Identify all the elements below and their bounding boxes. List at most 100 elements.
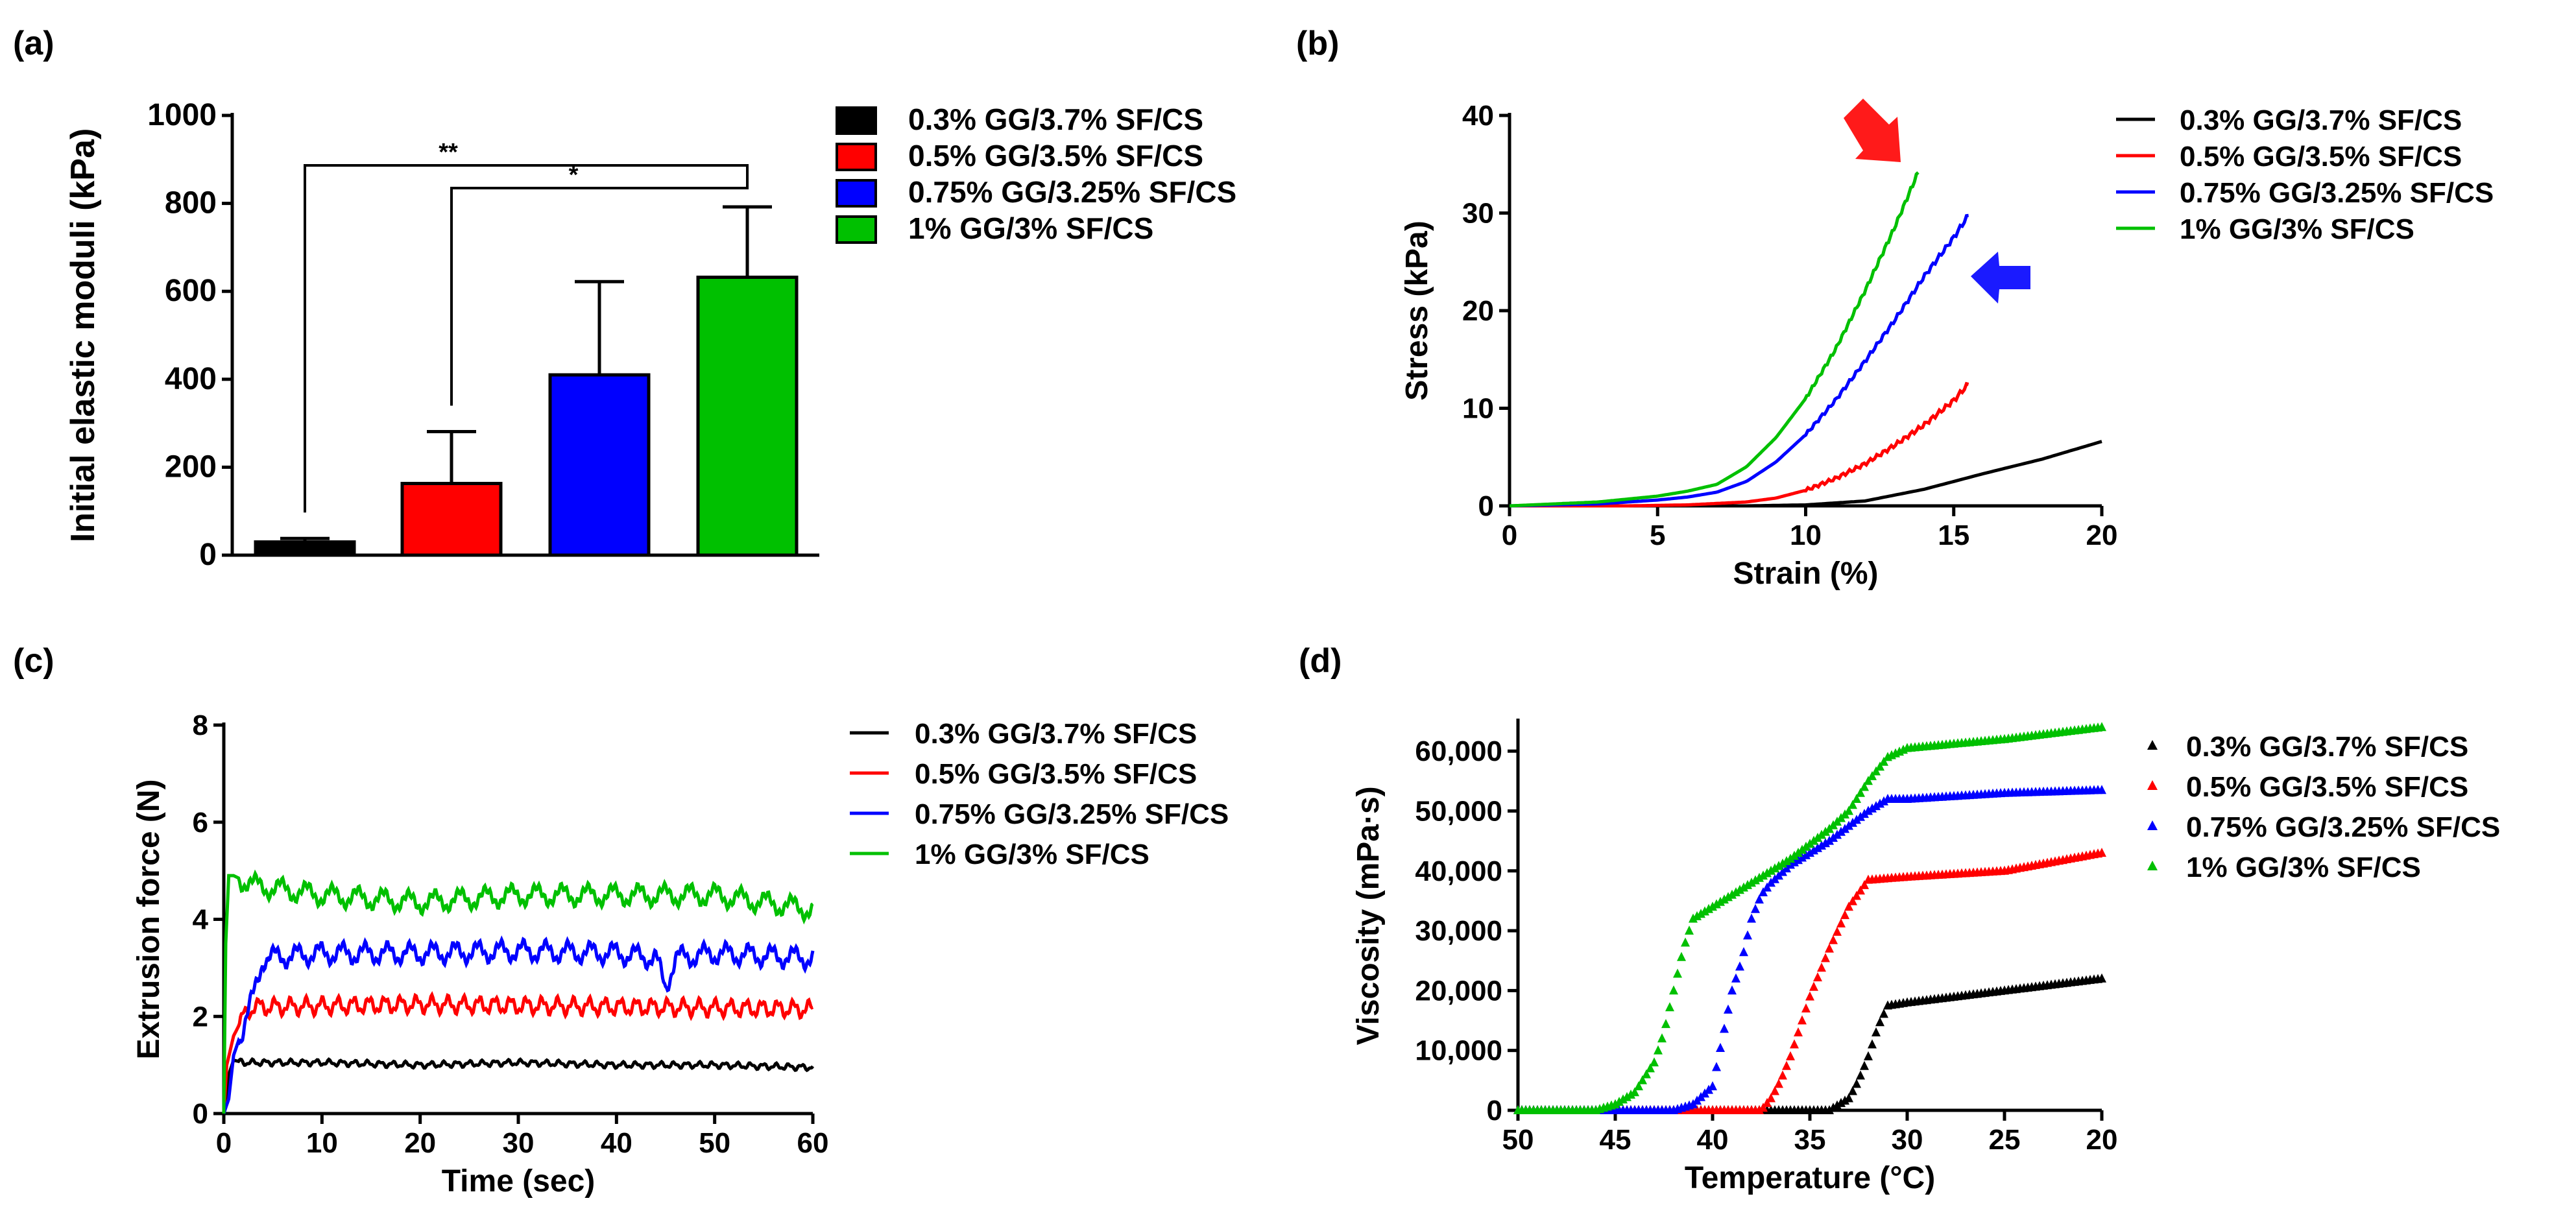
- data-point: [1782, 856, 1791, 865]
- data-point: [1809, 845, 1818, 855]
- data-point: [2097, 785, 2106, 794]
- y-tick-label: 6: [193, 807, 208, 839]
- data-point: [1747, 877, 1756, 887]
- data-point: [1805, 848, 1814, 857]
- data-point: [1774, 861, 1783, 870]
- legend-swatch: [836, 106, 877, 135]
- data-point: [1798, 844, 1807, 854]
- legend-swatch: [836, 179, 877, 208]
- legend-label: 1% GG/3% SF/CS: [908, 211, 1153, 245]
- x-tick-label: 40: [601, 1127, 632, 1159]
- y-tick-label: 50,000: [1415, 795, 1502, 827]
- legend-marker: [2147, 780, 2158, 790]
- data-point: [1700, 906, 1709, 916]
- x-axis-title: Time (sec): [442, 1164, 596, 1199]
- data-point: [1860, 1060, 1869, 1070]
- data-point: [1622, 1092, 1631, 1101]
- data-point: [1708, 1081, 1717, 1091]
- data-point: [1801, 1003, 1811, 1013]
- legend-marker: [2147, 861, 2158, 870]
- data-point: [1833, 829, 1842, 839]
- data-point: [1716, 896, 1725, 906]
- x-tick-label: 10: [306, 1127, 338, 1159]
- data-point: [1778, 1070, 1787, 1080]
- data-point: [1848, 1086, 1857, 1095]
- data-point: [1856, 787, 1865, 797]
- data-point: [1864, 805, 1873, 815]
- data-point: [1817, 841, 1826, 850]
- data-point: [1833, 926, 1842, 936]
- data-point: [1759, 1103, 1768, 1112]
- data-point: [1763, 882, 1772, 892]
- data-point: [1805, 991, 1814, 1001]
- panel-label-b: (b): [1296, 25, 1339, 62]
- red-arrow-annotation: [1844, 99, 1901, 162]
- data-point: [1844, 1093, 1853, 1103]
- data-point: [1825, 835, 1834, 845]
- data-point: [1868, 770, 1877, 780]
- data-point: [1794, 848, 1803, 857]
- data-point: [1677, 951, 1686, 961]
- legend-label: 0.75% GG/3.25% SF/CS: [2180, 177, 2494, 209]
- legend-swatch: [836, 215, 877, 244]
- x-tick-label: 60: [797, 1127, 829, 1159]
- y-tick-label: 400: [165, 362, 217, 396]
- data-point: [1735, 885, 1744, 894]
- legend-label: 0.5% GG/3.5% SF/CS: [915, 758, 1197, 790]
- data-point: [1727, 985, 1737, 995]
- y-tick-label: 30,000: [1415, 915, 1502, 947]
- data-point: [1868, 803, 1877, 813]
- data-point: [1872, 801, 1881, 811]
- data-point: [1836, 1097, 1846, 1107]
- data-point: [1844, 805, 1853, 815]
- data-point: [1879, 796, 1888, 805]
- y-tick-label: 0: [193, 1098, 208, 1130]
- data-point: [1727, 889, 1737, 899]
- data-point: [1743, 879, 1752, 889]
- data-point: [1657, 1033, 1667, 1043]
- data-point: [1840, 1095, 1849, 1105]
- data-point: [1821, 838, 1830, 848]
- data-point: [1731, 973, 1740, 983]
- data-point: [1852, 890, 1861, 900]
- data-point: [1840, 910, 1849, 920]
- data-point: [1763, 1097, 1772, 1107]
- x-tick-label: 40: [1697, 1124, 1729, 1156]
- data-point: [1739, 882, 1748, 892]
- series-line: [1510, 440, 2102, 508]
- series-line: [222, 935, 815, 1114]
- panel-a-bar-chart: 0 200 400 600 800 1000 Initial elastic moduli …: [64, 98, 1236, 572]
- data-point: [1813, 842, 1822, 852]
- legend-label: 0.3% GG/3.7% SF/CS: [908, 102, 1203, 136]
- data-point: [1747, 913, 1756, 923]
- data-point: [1821, 826, 1830, 836]
- data-point: [1766, 1093, 1776, 1103]
- y-tick-label: 4: [193, 904, 209, 936]
- data-point: [1805, 839, 1814, 848]
- data-point: [1798, 1015, 1807, 1025]
- data-point: [2097, 973, 2106, 983]
- data-point: [1801, 841, 1811, 851]
- data-point: [1661, 1019, 1670, 1029]
- x-tick-label: 35: [1794, 1124, 1826, 1156]
- data-point: [1864, 1051, 1873, 1060]
- data-point: [1813, 972, 1822, 982]
- data-point: [1790, 850, 1799, 860]
- data-point: [1681, 937, 1690, 947]
- data-point: [1751, 875, 1760, 885]
- data-point: [1685, 925, 1694, 935]
- data-point: [1743, 930, 1752, 940]
- data-point: [1868, 1039, 1877, 1049]
- legend-label: 0.3% GG/3.7% SF/CS: [915, 718, 1197, 750]
- x-tick-label: 30: [503, 1127, 535, 1159]
- data-point: [1829, 833, 1838, 842]
- y-tick-label: 0: [1487, 1095, 1502, 1127]
- data-point: [1673, 968, 1682, 978]
- data-point: [1669, 985, 1678, 995]
- y-tick-label: 20: [1462, 295, 1494, 327]
- data-point: [1836, 826, 1846, 836]
- data-point: [1626, 1090, 1635, 1099]
- bar: [548, 373, 651, 557]
- legend-label: 1% GG/3% SF/CS: [915, 839, 1150, 870]
- panel-label-c: (c): [13, 642, 54, 680]
